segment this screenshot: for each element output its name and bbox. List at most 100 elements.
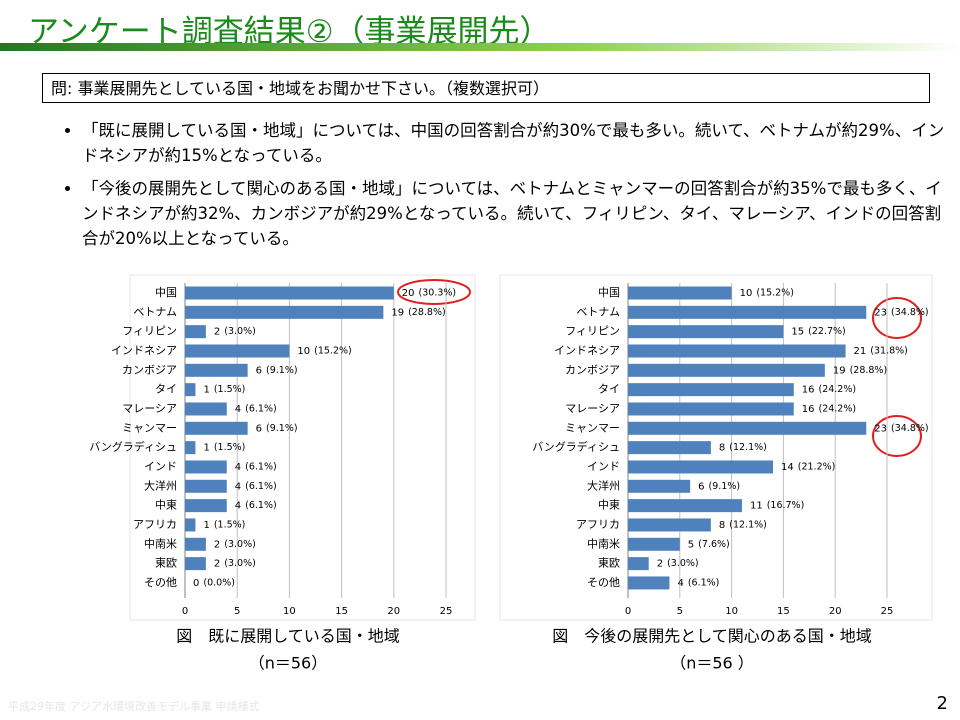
x-tick-label: 20 [829, 606, 842, 617]
value-label: 10 [740, 288, 753, 299]
y-tick-label: 中国 [598, 286, 620, 299]
y-tick-label: ベトナム [133, 305, 177, 318]
percent-label: (28.8%) [850, 365, 888, 376]
y-tick-label: インド [144, 460, 177, 473]
percent-label: (9.1%) [709, 481, 741, 492]
percent-label: (6.1%) [245, 403, 277, 414]
bar [628, 460, 774, 474]
bar [628, 479, 691, 493]
bar [185, 344, 290, 358]
y-tick-label: マレーシア [565, 402, 620, 415]
bar [185, 363, 248, 377]
page-number: 2 [936, 693, 948, 714]
value-label: 21 [854, 346, 867, 357]
bar [185, 537, 206, 551]
x-tick-label: 20 [387, 606, 400, 617]
highlight-circle [872, 297, 922, 339]
x-tick-label: 25 [881, 606, 894, 617]
y-tick-label: インドネシア [111, 344, 177, 357]
y-tick-label: 東欧 [155, 557, 177, 570]
bar [185, 421, 248, 435]
bullet: 「今後の展開先として関心のある国・地域」については、ベトナムとミャンマーの回答割… [82, 176, 952, 251]
value-label: 4 [235, 404, 241, 415]
value-label: 4 [235, 481, 241, 492]
value-label: 19 [391, 307, 404, 318]
sample-size: （n＝56） [249, 654, 328, 673]
y-tick-label: 東欧 [598, 557, 620, 570]
y-tick-label: ミャンマー [565, 421, 620, 434]
bar [628, 286, 732, 300]
bar [628, 305, 867, 319]
bar [628, 499, 742, 513]
bar [628, 557, 649, 571]
value-label: 6 [256, 423, 262, 434]
bar [185, 499, 227, 513]
y-tick-label: バングラディシュ [89, 440, 177, 454]
value-label: 4 [677, 578, 683, 589]
x-tick-label: 0 [182, 606, 188, 617]
bar [628, 325, 784, 339]
value-label: 1 [203, 443, 209, 454]
bar [185, 441, 196, 455]
bar [628, 441, 711, 455]
y-tick-label: 中東 [155, 499, 177, 512]
y-tick-label: 中国 [155, 286, 177, 299]
y-tick-label: ミャンマー [122, 421, 177, 434]
percent-label: (3.0%) [224, 558, 256, 569]
percent-label: (34.8%) [891, 423, 929, 434]
highlight-circle [397, 279, 471, 305]
bullets: 「既に展開している国・地域」については、中国の回答割合が約30%で最も多い。続い… [50, 118, 952, 259]
value-label: 4 [235, 462, 241, 473]
value-label: 23 [874, 423, 887, 434]
value-label: 1 [203, 520, 209, 531]
y-tick-label: フィリピン [565, 325, 620, 338]
bar [628, 421, 867, 435]
percent-label: (3.0%) [224, 326, 256, 337]
bar [185, 383, 196, 397]
x-tick-label: 10 [725, 606, 738, 617]
value-label: 6 [698, 481, 704, 492]
percent-label: (12.1%) [729, 442, 767, 453]
bar [628, 344, 846, 358]
percent-label: (0.0%) [203, 577, 235, 588]
value-label: 19 [833, 365, 846, 376]
value-label: 23 [874, 307, 887, 318]
y-tick-label: カンボジア [565, 363, 620, 376]
y-tick-label: 大洋州 [144, 478, 177, 492]
y-tick-label: バングラディシュ [532, 440, 620, 454]
percent-label: (6.1%) [688, 577, 720, 588]
value-label: 8 [719, 443, 725, 454]
percent-label: (1.5%) [214, 442, 246, 453]
y-tick-label: タイ [155, 383, 177, 396]
bar [185, 402, 227, 416]
y-tick-label: マレーシア [122, 402, 177, 415]
percent-label: (7.6%) [698, 539, 730, 550]
bar [185, 305, 384, 319]
value-label: 0 [193, 578, 199, 589]
percent-label: (12.1%) [729, 519, 767, 530]
percent-label: (15.2%) [314, 345, 352, 356]
percent-label: (6.1%) [245, 500, 277, 511]
bar [185, 460, 227, 474]
x-tick-label: 15 [335, 606, 348, 617]
y-tick-label: フィリピン [122, 325, 177, 338]
percent-label: (9.1%) [266, 365, 298, 376]
y-tick-label: アフリカ [133, 518, 177, 531]
y-tick-label: その他 [144, 576, 177, 589]
percent-label: (28.8%) [408, 307, 446, 318]
bar [628, 402, 794, 416]
percent-label: (6.1%) [245, 481, 277, 492]
bar [185, 557, 206, 571]
y-tick-label: インドネシア [554, 344, 620, 357]
value-label: 5 [688, 539, 694, 550]
x-tick-label: 5 [234, 606, 240, 617]
bar [185, 518, 196, 532]
y-tick-label: タイ [598, 383, 620, 396]
percent-label: (24.2%) [818, 403, 856, 414]
bar [185, 479, 227, 493]
x-tick-label: 10 [283, 606, 296, 617]
value-label: 16 [802, 385, 815, 396]
percent-label: (3.0%) [667, 558, 699, 569]
